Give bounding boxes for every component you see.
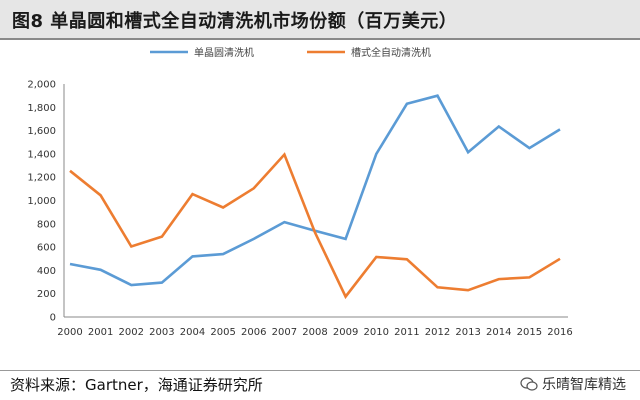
y-tick-label: 1,600 bbox=[27, 126, 56, 137]
brand-label: 乐晴智库精选 bbox=[542, 377, 626, 393]
x-tick-label: 2014 bbox=[486, 327, 511, 338]
y-tick-label: 800 bbox=[37, 219, 56, 230]
x-tick-labels: 2000 2001 2002 2003 2004 2005 2006 2007 2008 2009… bbox=[57, 327, 572, 338]
y-tick-label: 1,400 bbox=[27, 149, 56, 160]
series-line-2 bbox=[69, 152, 561, 300]
x-tick-label: 2007 bbox=[272, 327, 297, 338]
title-bar: 图8 单晶圆和槽式全自动清洗机市场份额（百万美元） bbox=[0, 0, 640, 38]
brand-watermark: 乐晴智库精选 bbox=[520, 374, 626, 394]
x-tick-label: 2003 bbox=[149, 327, 174, 338]
y-tick-label: 400 bbox=[37, 266, 56, 277]
x-tick-label: 2008 bbox=[302, 327, 327, 338]
series-lines bbox=[69, 94, 561, 300]
title-divider bbox=[0, 38, 640, 40]
series-line-1 bbox=[69, 94, 561, 287]
x-tick-label: 2005 bbox=[210, 327, 235, 338]
y-tick-label: 600 bbox=[37, 243, 56, 254]
source-divider bbox=[0, 370, 640, 371]
x-tick-label: 2012 bbox=[425, 327, 450, 338]
wechat-icon bbox=[520, 377, 538, 391]
x-tick-label: 2010 bbox=[364, 327, 389, 338]
y-tick-label: 1,200 bbox=[27, 173, 56, 184]
x-tick-label: 2006 bbox=[241, 327, 266, 338]
x-tick-label: 2015 bbox=[517, 327, 542, 338]
y-tick-labels: 0 200 400 600 800 1,000 1,200 1,400 1,600 1,800 2,… bbox=[27, 80, 56, 324]
x-tick-label: 2001 bbox=[88, 327, 113, 338]
x-tick-label: 2009 bbox=[333, 327, 358, 338]
y-tick-label: 200 bbox=[37, 289, 56, 300]
x-tick-label: 2002 bbox=[119, 327, 144, 338]
legend-label-1: 单晶圆清洗机 bbox=[194, 46, 254, 59]
y-tick-label: 1,800 bbox=[27, 103, 56, 114]
x-tick-label: 2016 bbox=[547, 327, 572, 338]
x-tick-label: 2011 bbox=[394, 327, 419, 338]
chart-title: 图8 单晶圆和槽式全自动清洗机市场份额（百万美元） bbox=[12, 11, 458, 32]
axes bbox=[63, 84, 568, 318]
y-tick-label: 2,000 bbox=[27, 80, 56, 91]
legend-label-2: 槽式全自动清洗机 bbox=[351, 46, 431, 59]
x-tick-label: 2000 bbox=[57, 327, 82, 338]
x-tick-label: 2004 bbox=[180, 327, 205, 338]
y-tick-label: 0 bbox=[50, 313, 56, 324]
source-note: 资料来源：Gartner，海通证券研究所 bbox=[10, 376, 263, 394]
x-tick-label: 2013 bbox=[455, 327, 480, 338]
legend: 单晶圆清洗机 槽式全自动清洗机 bbox=[150, 46, 431, 59]
line-chart: 0 200 400 600 800 1,000 1,200 1,400 1,600 1,800 2,… bbox=[27, 46, 572, 338]
y-tick-label: 1,000 bbox=[27, 196, 56, 207]
